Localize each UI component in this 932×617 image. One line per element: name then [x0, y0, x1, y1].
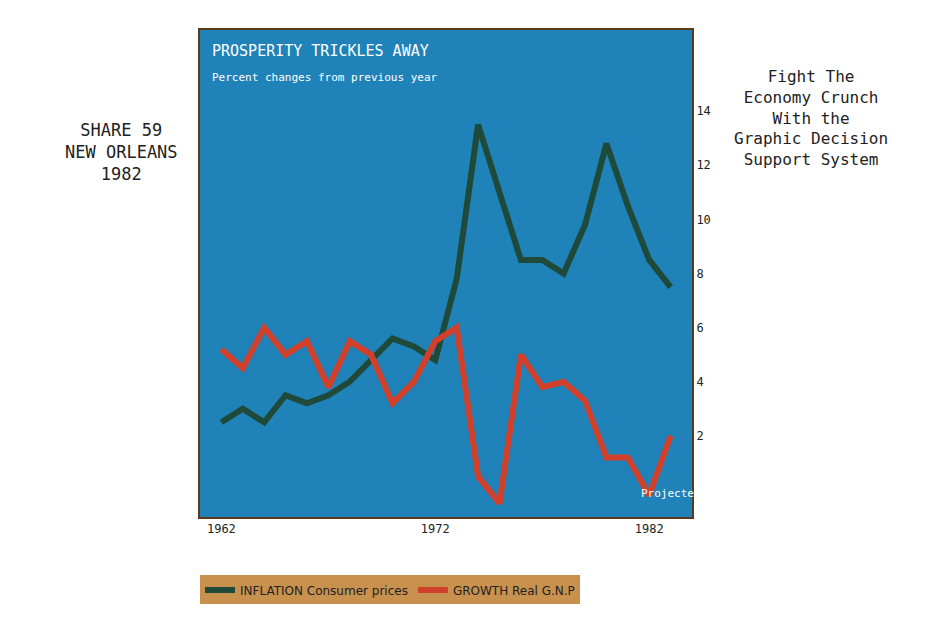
svg-text:2: 2: [696, 429, 703, 443]
svg-text:GROWTH Real G.N.P: GROWTH Real G.N.P: [453, 584, 575, 598]
svg-text:Percent changes from previous: Percent changes from previous year: [212, 71, 438, 84]
svg-text:1982: 1982: [635, 522, 664, 536]
svg-text:4: 4: [696, 375, 703, 389]
svg-text:Projected: Projected: [641, 487, 701, 500]
svg-text:Fight TheEconomy CrunchWith th: Fight TheEconomy CrunchWith theGraphic D…: [734, 67, 888, 169]
svg-text:1962: 1962: [207, 522, 236, 536]
svg-text:14: 14: [696, 104, 710, 118]
svg-text:12: 12: [696, 158, 710, 172]
svg-text:8: 8: [696, 267, 703, 281]
svg-text:10: 10: [696, 213, 710, 227]
svg-text:SHARE 59NEW ORLEANS1982: SHARE 59NEW ORLEANS1982: [65, 120, 178, 184]
svg-text:6: 6: [696, 321, 703, 335]
svg-text:PROSPERITY TRICKLES AWAY: PROSPERITY TRICKLES AWAY: [212, 42, 429, 60]
svg-text:1972: 1972: [421, 522, 450, 536]
svg-text:INFLATION Consumer prices: INFLATION Consumer prices: [240, 584, 408, 598]
